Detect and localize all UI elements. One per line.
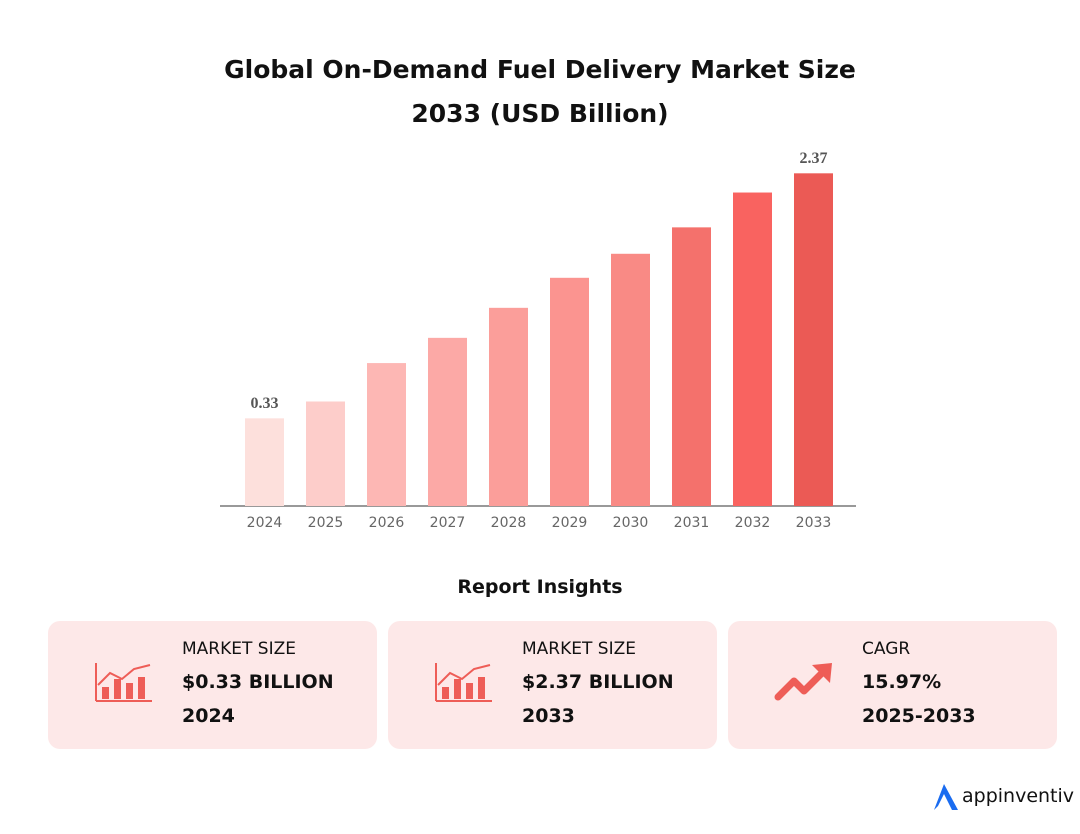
bar bbox=[672, 227, 711, 507]
x-tick-label: 2031 bbox=[674, 515, 710, 531]
x-tick-label: 2024 bbox=[247, 515, 283, 531]
chart: 2024 0.33 2025 2026 2027 2028 2029 2030 2031 2032… bbox=[220, 150, 856, 531]
bar-icon bbox=[435, 663, 492, 702]
logo: appinventiv bbox=[930, 782, 1074, 812]
x-tick-label: 2029 bbox=[552, 515, 588, 531]
value-label: 0.33 bbox=[251, 395, 279, 412]
x-tick-label: 2030 bbox=[613, 515, 649, 531]
card-label: CAGR bbox=[862, 639, 911, 659]
logo-text: appinventiv bbox=[962, 785, 1075, 807]
x-tick-label: 2028 bbox=[491, 515, 527, 531]
bar bbox=[489, 307, 528, 506]
card-period: 2033 bbox=[522, 705, 575, 727]
bar bbox=[306, 401, 345, 506]
bar bbox=[367, 363, 406, 506]
card-value: $2.37 BILLION bbox=[522, 671, 674, 693]
bar bbox=[733, 192, 772, 506]
insight-card: MARKET SIZE $2.37 BILLION 2033 bbox=[388, 621, 717, 749]
chart-title: Global On-Demand Fuel Delivery Market Si… bbox=[224, 55, 856, 128]
insight-card: MARKET SIZE $0.33 BILLION 2024 bbox=[48, 621, 377, 749]
card-value: 15.97% bbox=[862, 671, 942, 693]
card-period: 2025-2033 bbox=[862, 705, 976, 727]
x-tick-label: 2033 bbox=[796, 515, 832, 531]
card-period: 2024 bbox=[182, 705, 235, 727]
insights-title: Report Insights bbox=[457, 576, 623, 598]
bar bbox=[245, 418, 284, 506]
card-label: MARKET SIZE bbox=[182, 639, 296, 659]
x-tick-label: 2025 bbox=[308, 515, 344, 531]
bar-icon bbox=[95, 663, 152, 702]
card-value: $0.33 BILLION bbox=[182, 671, 334, 693]
value-label: 2.37 bbox=[800, 150, 828, 167]
card-label: MARKET SIZE bbox=[522, 639, 636, 659]
bar bbox=[428, 337, 467, 506]
bar bbox=[550, 277, 589, 506]
x-tick-label: 2026 bbox=[369, 515, 405, 531]
bar bbox=[611, 253, 650, 506]
x-tick-label: 2027 bbox=[430, 515, 466, 531]
logo-icon bbox=[934, 784, 958, 810]
trend-icon bbox=[774, 663, 832, 701]
insight-card: CAGR 15.97% 2025-2033 bbox=[728, 621, 1057, 749]
bar bbox=[794, 173, 833, 506]
x-tick-label: 2032 bbox=[735, 515, 771, 531]
